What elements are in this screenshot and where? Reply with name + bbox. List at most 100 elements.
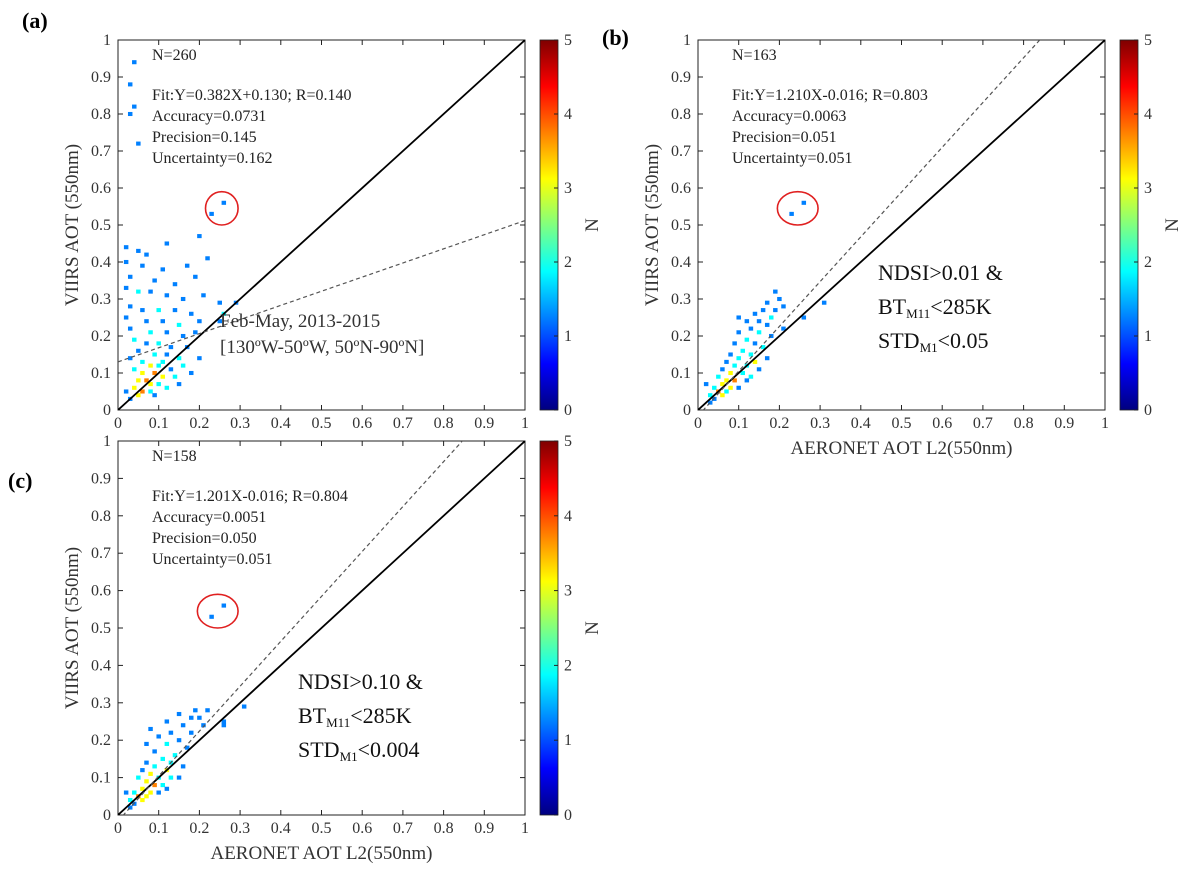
panel-label: (a): [22, 8, 48, 33]
stat-fit: Fit:Y=1.210X-0.016; R=0.803: [732, 87, 928, 104]
data-point: [156, 363, 161, 368]
data-point: [123, 245, 129, 250]
stat-n: N=158: [152, 448, 197, 465]
criteria-line: NDSI>0.10 &: [298, 669, 423, 694]
y-tick-label: 0.6: [91, 180, 111, 197]
data-point: [148, 389, 153, 394]
data-point: [209, 614, 214, 619]
data-point: [180, 333, 186, 339]
colorbar-tick-label: 1: [1144, 328, 1152, 345]
data-point: [781, 326, 786, 331]
data-point: [168, 345, 174, 350]
x-tick-label: 0.6: [932, 415, 952, 432]
criteria-line: STDM1<0.004: [298, 737, 420, 764]
data-point: [712, 385, 717, 390]
data-point: [740, 370, 746, 376]
data-point: [736, 315, 741, 320]
data-point: [197, 715, 202, 720]
data-point: [136, 141, 141, 146]
x-tick-label: 0.8: [434, 820, 454, 837]
x-tick-label: 0.2: [769, 415, 789, 432]
data-point: [127, 274, 133, 279]
data-point: [764, 300, 770, 305]
data-point: [736, 356, 741, 361]
data-point: [140, 370, 145, 376]
x-tick-label: 0.3: [230, 820, 250, 837]
y-tick-label: 0.8: [91, 508, 111, 525]
data-point: [752, 359, 758, 364]
data-point: [728, 385, 733, 390]
y-tick-label: 0.2: [671, 328, 691, 345]
data-point: [209, 211, 214, 216]
y-tick-label: 0.6: [91, 583, 111, 600]
data-point: [189, 370, 194, 376]
data-point: [752, 341, 758, 346]
fit-line: [702, 40, 1041, 410]
colorbar-tick-label: 2: [1144, 254, 1152, 271]
data-point: [123, 389, 129, 394]
data-point: [180, 296, 186, 302]
y-tick-label: 1: [103, 433, 111, 450]
data-point: [197, 234, 202, 239]
data-point: [164, 330, 170, 335]
x-tick-label: 0.7: [393, 415, 413, 432]
y-tick-label: 0.7: [671, 143, 691, 160]
y-tick-label: 0.8: [91, 106, 111, 123]
criteria-tail: <285K: [930, 294, 991, 319]
x-tick-label: 0.7: [973, 415, 993, 432]
data-point: [744, 378, 750, 383]
x-axis-label: AERONET AOT L2(550nm): [790, 438, 1012, 459]
y-tick-label: 0.5: [91, 620, 111, 637]
data-point: [140, 389, 145, 394]
data-point: [172, 374, 178, 379]
data-point: [160, 783, 166, 788]
colorbar-label: N: [582, 621, 603, 635]
data-point: [180, 723, 186, 728]
stat-accuracy: Accuracy=0.0063: [732, 108, 846, 125]
data-point: [160, 756, 166, 761]
data-point: [152, 352, 157, 357]
colorbar-tick-label: 5: [564, 433, 572, 450]
data-point: [728, 370, 733, 376]
data-point: [144, 760, 149, 765]
data-point: [140, 797, 145, 803]
y-tick-label: 0.2: [91, 328, 111, 345]
data-point: [221, 200, 227, 205]
data-point: [221, 723, 227, 728]
data-point: [136, 775, 141, 780]
data-point: [160, 374, 166, 379]
data-point: [144, 741, 149, 746]
criteria-line: BTM11<285K: [878, 294, 992, 321]
data-point: [136, 378, 141, 383]
colorbar-tick-label: 2: [564, 254, 572, 271]
y-tick-label: 0.1: [91, 770, 111, 787]
criteria-line: STDM1<0.05: [878, 328, 989, 355]
data-point: [724, 389, 729, 394]
y-tick-label: 0.6: [671, 180, 691, 197]
x-tick-label: 0.3: [230, 415, 250, 432]
criteria-sub: M1: [340, 749, 358, 764]
x-tick-label: 0.1: [149, 415, 169, 432]
colorbar-tick-label: 3: [564, 180, 572, 197]
y-tick-label: 0.7: [91, 143, 111, 160]
data-point: [703, 382, 709, 387]
data-point: [189, 715, 194, 720]
stat-accuracy: Accuracy=0.0051: [152, 509, 266, 526]
data-point: [781, 304, 786, 309]
colorbar-tick-label: 1: [564, 328, 572, 345]
criteria-line: NDSI>0.01 &: [878, 260, 1003, 285]
data-point: [707, 393, 713, 398]
criteria-line: BTM11<285K: [298, 703, 412, 730]
data-point: [736, 385, 741, 390]
colorbar: 0 1 2 3 4 5 N: [1119, 32, 1180, 419]
data-point: [136, 393, 141, 398]
data-point: [748, 374, 754, 379]
data-point: [127, 82, 133, 87]
x-tick-label: 0.2: [189, 820, 209, 837]
data-point: [160, 319, 166, 324]
data-point: [148, 382, 153, 387]
one-to-one-line: [118, 441, 525, 815]
data-point: [136, 248, 141, 253]
data-point: [156, 308, 161, 313]
data-point: [140, 359, 145, 364]
